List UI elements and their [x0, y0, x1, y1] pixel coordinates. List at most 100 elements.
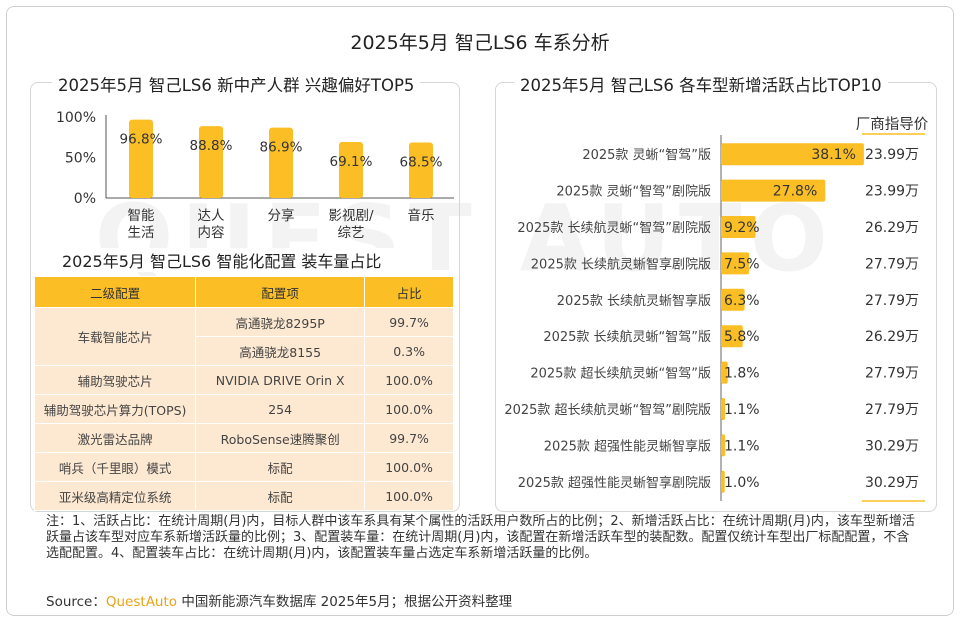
data-label: 27.8% [773, 184, 817, 200]
price-label: 27.79万 [865, 366, 919, 382]
config-group-cell: 辅助驾驶芯片 [33, 365, 197, 395]
source-rest: 中国新能源汽车数据库 2025年5月；根据公开资料整理 [177, 594, 513, 610]
table-row: 辅助驾驶芯片算力(TOPS) 254 100.0% [33, 394, 454, 424]
price-label: 26.29万 [865, 329, 919, 345]
bar [721, 325, 743, 348]
bar [721, 434, 726, 457]
x-tick-label: 综艺 [338, 225, 365, 241]
price-header: 厂商指导价 [856, 116, 929, 133]
x-tick-label: 达人 [198, 208, 225, 224]
bar [339, 142, 363, 198]
y-tick-label: 50% [65, 151, 96, 167]
data-label: 1.1% [724, 402, 760, 418]
price-label: 23.99万 [865, 147, 919, 163]
footnote: 注：1、活跃占比：在统计周期(月)内，目标人群中该车系具有某个属性的活跃用户数所… [46, 514, 915, 561]
source-brand: QuestAuto [105, 594, 178, 610]
y-tick-label: 100% [56, 110, 96, 126]
bar [721, 252, 750, 275]
x-tick-label: 内容 [198, 224, 225, 241]
data-label: 69.1% [330, 154, 373, 170]
price-label: 27.79万 [865, 256, 919, 272]
config-table-title: 2025年5月 智己LS6 智能化配置 装车量占比 [62, 248, 422, 272]
config-share-cell: 100.0% [364, 365, 454, 395]
price-label: 26.29万 [865, 220, 919, 236]
price-label: 30.29万 [865, 475, 919, 491]
category-label: 2025款 超长续航灵蜥“智驾”剧院版 [504, 402, 711, 418]
data-label: 5.8% [724, 329, 760, 345]
bar [721, 288, 745, 311]
x-tick-label: 影视剧/ [328, 208, 373, 224]
category-label: 2025款 超长续航灵蜥“智驾”版 [530, 366, 711, 382]
category-label: 2025款 长续航灵蜥“智驾”版 [543, 329, 711, 345]
config-item-cell: RoboSense速腾聚创 [195, 423, 366, 453]
config-item-cell: NVIDIA DRIVE Orin X [195, 365, 366, 395]
data-label: 86.9% [260, 140, 303, 156]
source-line: Source：QuestAuto 中国新能源汽车数据库 2025年5月；根据公开… [46, 590, 512, 610]
data-label: 9.2% [724, 220, 760, 236]
config-item-cell: 标配 [195, 481, 366, 511]
bar [199, 126, 223, 198]
config-group-cell: 激光雷达品牌 [33, 423, 197, 453]
config-share-cell: 100.0% [364, 452, 454, 482]
bar [721, 361, 728, 384]
data-label: 1.1% [724, 438, 760, 454]
table-row: 激光雷达品牌 RoboSense速腾聚创 99.7% [33, 423, 454, 453]
config-share-cell: 99.7% [364, 307, 454, 337]
bar [269, 127, 293, 198]
config-header-share: 占比 [364, 276, 454, 308]
data-label: 1.8% [724, 366, 760, 382]
data-label: 1.0% [724, 475, 760, 491]
config-share-cell: 100.0% [364, 481, 454, 511]
x-tick-label: 智能 [128, 208, 155, 224]
data-label: 6.3% [724, 293, 760, 309]
config-share-cell: 99.7% [364, 423, 454, 453]
data-label: 88.8% [190, 138, 233, 154]
category-label: 2025款 长续航灵蜥“智驾”剧院版 [517, 220, 711, 236]
config-item-cell: 标配 [195, 452, 366, 482]
model-share-chart-title: 2025年5月 智己LS6 各车型新增活跃占比TOP10 [514, 72, 888, 96]
config-group-cell: 哨兵（千里眼）模式 [33, 452, 197, 482]
page-title: 2025年5月 智己LS6 车系分析 [350, 32, 610, 54]
config-share-cell: 0.3% [364, 336, 454, 366]
category-label: 2025款 超强性能灵蜥智享剧院版 [518, 475, 711, 491]
bar [721, 143, 864, 166]
data-label: 7.5% [724, 256, 760, 272]
config-header-group: 二级配置 [33, 276, 197, 308]
x-tick-label: 音乐 [408, 207, 435, 224]
bar [721, 398, 726, 420]
x-tick-label: 分享 [268, 207, 295, 224]
category-label: 2025款 灵蜥“智驾”剧院版 [556, 185, 711, 200]
table-row: 高通骁龙8155 0.3% [35, 336, 454, 366]
source-prefix: Source： [46, 594, 106, 610]
config-group-cell: 亚米级高精定位系统 [33, 481, 197, 511]
config-item-cell: 254 [195, 394, 366, 424]
category-label: 2025款 灵蜥“智驾”版 [582, 148, 711, 163]
price-label: 30.29万 [865, 438, 919, 454]
table-row: 哨兵（千里眼）模式 标配 100.0% [33, 452, 454, 482]
category-label: 2025款 长续航灵蜥智享剧院版 [531, 256, 711, 272]
price-label: 27.79万 [865, 293, 919, 309]
table-row: 辅助驾驶芯片 NVIDIA DRIVE Orin X 100.0% [33, 365, 454, 395]
config-group-cell: 辅助驾驶芯片算力(TOPS) [33, 394, 197, 424]
config-share-cell: 100.0% [364, 394, 454, 424]
model-share-chart: 厂商指导价 2025款 灵蜥“智驾”版 38.1% 23.99万 2025款 灵蜥“智驾… [504, 116, 929, 502]
config-header-row: 二级配置 配置项 占比 [33, 276, 454, 308]
table-row: 车载智能芯片 高通骁龙8295P 99.7% [33, 307, 454, 366]
category-label: 2025款 超强性能灵蜥智享版 [544, 438, 711, 454]
table-row: 亚米级高精定位系统 标配 100.0% [33, 481, 454, 511]
x-tick-label: 生活 [128, 225, 155, 241]
bar [129, 119, 153, 198]
data-label: 38.1% [811, 147, 855, 163]
category-label: 2025款 长续航灵蜥智享版 [557, 293, 711, 309]
price-label: 27.79万 [865, 402, 919, 418]
config-item-cell: 高通骁龙8155 [195, 336, 366, 366]
config-item-cell: 高通骁龙8295P [195, 307, 366, 337]
bar [721, 179, 826, 202]
interest-chart-title: 2025年5月 智己LS6 新中产人群 兴趣偏好TOP5 [52, 72, 421, 96]
data-label: 68.5% [400, 155, 443, 171]
config-table: 二级配置 配置项 占比 车载智能芯片 高通骁龙8295P 99.7% 高通骁龙8… [33, 276, 454, 511]
bar [409, 142, 433, 198]
config-group-cell: 车载智能芯片 [33, 307, 197, 366]
y-tick-label: 0% [74, 191, 96, 207]
